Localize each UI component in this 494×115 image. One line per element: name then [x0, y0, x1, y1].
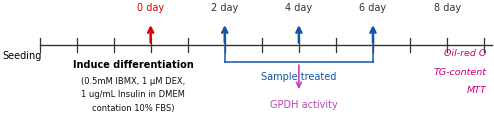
Text: 6 day: 6 day: [360, 3, 386, 13]
Text: (0.5mM IBMX, 1 μM DEX,: (0.5mM IBMX, 1 μM DEX,: [81, 76, 186, 85]
Text: 2 day: 2 day: [211, 3, 239, 13]
Text: 8 day: 8 day: [434, 3, 460, 13]
Text: MTT: MTT: [467, 85, 487, 94]
Text: Seeding: Seeding: [2, 50, 42, 60]
Text: Sample treated: Sample treated: [261, 71, 336, 81]
Text: Oil-red O: Oil-red O: [444, 48, 487, 57]
Text: TG-content: TG-content: [434, 68, 487, 77]
Text: 1 ug/mL Insulin in DMEM: 1 ug/mL Insulin in DMEM: [82, 90, 185, 99]
Text: 0 day: 0 day: [137, 3, 164, 13]
Text: 4 day: 4 day: [286, 3, 312, 13]
Text: GPDH activity: GPDH activity: [270, 99, 338, 109]
Text: Induce differentiation: Induce differentiation: [73, 60, 194, 70]
Text: contation 10% FBS): contation 10% FBS): [92, 104, 175, 112]
